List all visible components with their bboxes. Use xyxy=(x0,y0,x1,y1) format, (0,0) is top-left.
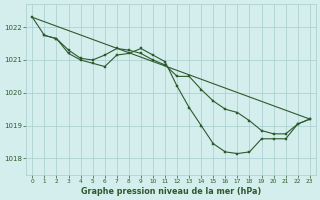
X-axis label: Graphe pression niveau de la mer (hPa): Graphe pression niveau de la mer (hPa) xyxy=(81,187,261,196)
